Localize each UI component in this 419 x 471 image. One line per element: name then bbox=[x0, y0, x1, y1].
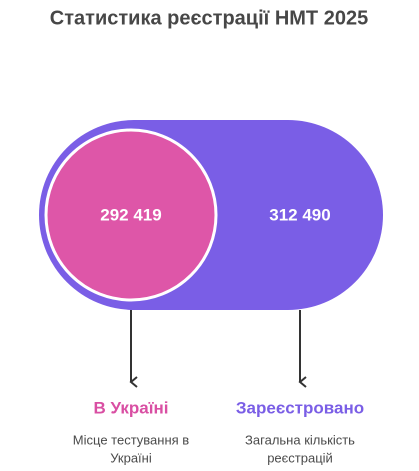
circle-shape bbox=[44, 128, 218, 302]
value: 292 419 bbox=[100, 205, 161, 224]
description: реєстрацій bbox=[267, 450, 333, 465]
label: Зареєстровано bbox=[236, 398, 364, 417]
value: 312 490 bbox=[269, 205, 330, 224]
description: Україні bbox=[110, 450, 152, 465]
description: Місце тестування в bbox=[73, 432, 189, 447]
title: Статистика реєстрації НМТ 2025 bbox=[50, 7, 368, 29]
label: В Україні bbox=[93, 398, 168, 417]
description: Загальна кількість bbox=[245, 432, 355, 447]
